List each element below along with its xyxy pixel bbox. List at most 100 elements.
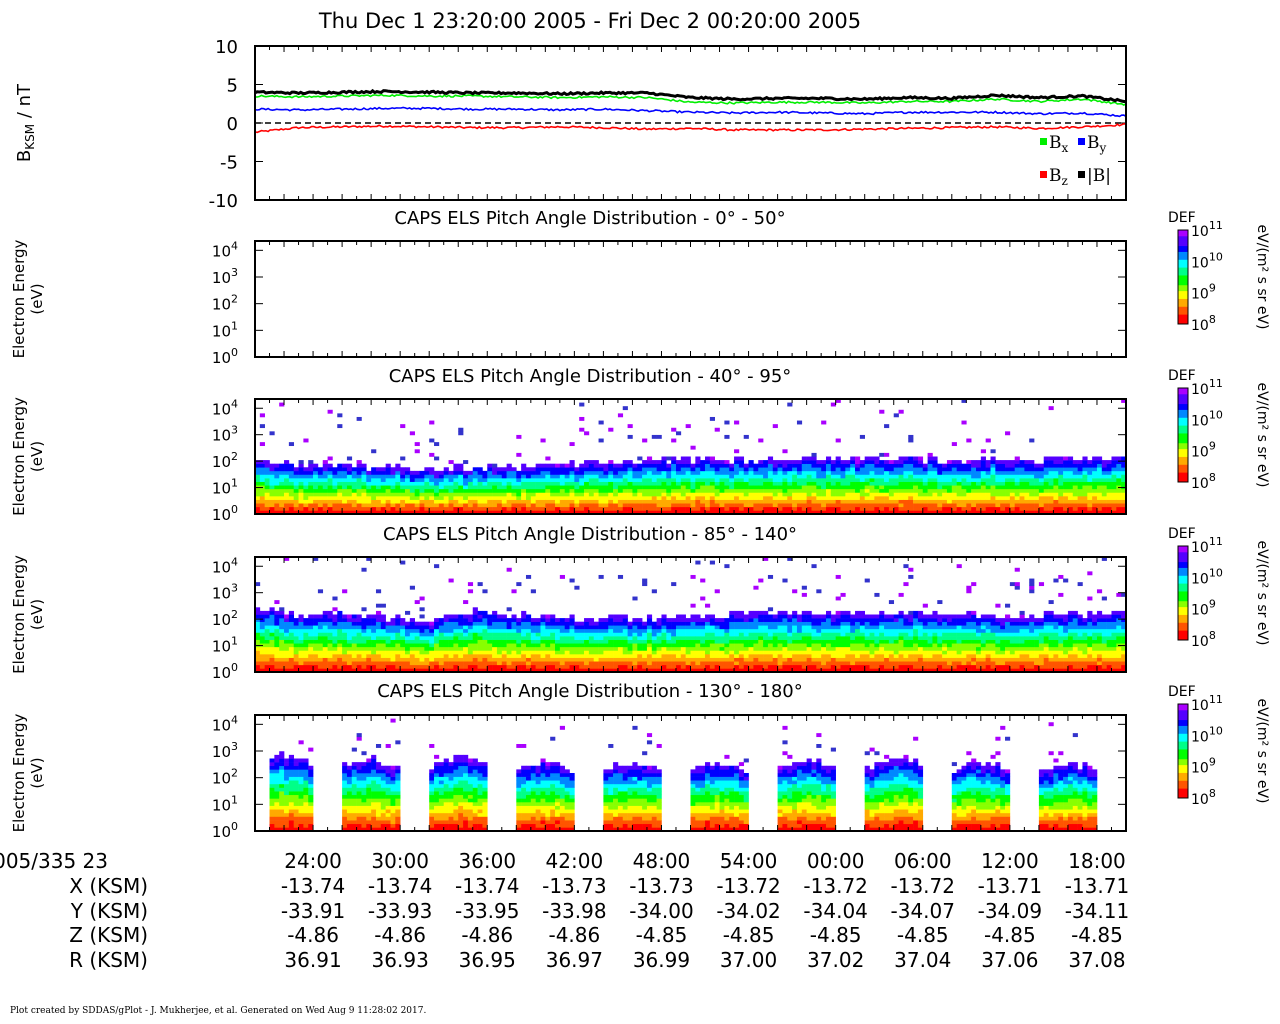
- spectrogram-cell: [1072, 506, 1078, 511]
- spectrogram-cell: [1082, 510, 1088, 515]
- spectrogram-cell: [429, 650, 435, 655]
- spectrogram-cell: [1096, 488, 1103, 493]
- spectrogram-cell: [322, 632, 328, 637]
- spectrogram-cell: [763, 654, 769, 658]
- spectrogram-cell: [327, 506, 333, 511]
- spectrogram-cell: [472, 646, 478, 651]
- spectrogram-cell: [956, 478, 962, 482]
- spectrogram-cell: [288, 628, 295, 633]
- spectrogram-cell: [821, 492, 827, 497]
- spectrogram-cell: [516, 636, 522, 640]
- spectrogram-cell: [942, 506, 948, 511]
- spectrogram-cell: [356, 467, 362, 472]
- spectrogram-cell: [584, 661, 590, 666]
- spectrogram-cell: [259, 460, 265, 464]
- spectrogram-cell: [1000, 470, 1006, 475]
- spectrogram-cell: [395, 485, 401, 490]
- spectrogram-cell: [419, 499, 425, 504]
- spectrogram-cell: [1014, 510, 1020, 515]
- spectrogram-cell: [405, 467, 411, 472]
- spectrogram-cell: [690, 625, 696, 630]
- colorbar-cell: [1178, 476, 1188, 479]
- spectrogram-cell: [477, 506, 483, 511]
- spectrogram-cell: [917, 456, 924, 461]
- spectrogram-cell: [400, 492, 406, 497]
- spectrogram-cell: [453, 485, 459, 490]
- spectrogram-cell: [448, 496, 454, 500]
- spectrogram-cell: [661, 460, 667, 464]
- spectrogram-cell: [298, 639, 304, 644]
- spectrogram-cell: [850, 481, 856, 486]
- spectrogram-cell: [651, 474, 657, 479]
- spectrogram-cell: [477, 668, 483, 673]
- spectrogram-cell: [719, 668, 725, 673]
- spectrogram-cell: [917, 488, 924, 493]
- spectrogram-cell: [550, 614, 556, 619]
- spectrogram-cell: [584, 485, 590, 490]
- spectrogram-cell: [414, 481, 420, 486]
- spectrogram-cell: [477, 610, 483, 615]
- spectrogram-cell: [337, 424, 343, 429]
- spectrogram-cell: [675, 485, 682, 490]
- spectrogram-cell: [980, 456, 986, 461]
- spectrogram-cell: [356, 628, 362, 633]
- spectrogram-cell: [608, 668, 614, 673]
- spectrogram-cell: [859, 485, 865, 490]
- spectrogram-cell: [680, 467, 686, 472]
- spectrogram-cell: [598, 496, 604, 500]
- spectrogram-cell: [288, 646, 295, 651]
- spectrogram-cell: [753, 585, 759, 590]
- spectrogram-cell: [1014, 478, 1020, 482]
- spectrogram-cell: [1058, 474, 1064, 479]
- spectrogram-cell: [259, 657, 265, 662]
- spectrogram-cell: [584, 657, 590, 662]
- panel-title: CAPS ELS Pitch Angle Distribution - 85° …: [383, 524, 797, 545]
- spectrogram-cell: [308, 650, 314, 655]
- spectrogram-cell: [1087, 503, 1093, 508]
- spectrogram-cell: [806, 488, 812, 493]
- spectrogram-cell: [927, 506, 933, 511]
- spectrogram-cell: [477, 664, 483, 669]
- spectrogram-cell: [705, 650, 711, 655]
- spectrogram-cell: [695, 560, 701, 565]
- spectrogram-cell: [274, 639, 280, 644]
- spectrogram-cell: [617, 639, 624, 644]
- spectrogram-cell: [753, 510, 759, 515]
- spectrogram-cell: [405, 506, 411, 511]
- mag-ytick-label: 5: [227, 76, 238, 97]
- spectrogram-cell: [375, 661, 382, 666]
- spectrogram-cell: [284, 636, 290, 640]
- spectrogram-cell: [477, 492, 483, 497]
- spectrogram-cell: [395, 492, 401, 497]
- spectrogram-cell: [1024, 470, 1030, 475]
- spectrogram-cell: [975, 506, 982, 511]
- spectrogram-cell: [1096, 470, 1103, 475]
- spectrogram-cell: [709, 661, 715, 666]
- spectrogram-cell: [879, 478, 885, 482]
- spectrogram-cell: [685, 628, 691, 633]
- spectrogram-cell: [792, 499, 798, 504]
- spectrogram-cell: [390, 492, 396, 497]
- spectrogram-cell: [313, 492, 319, 497]
- spectrogram-cell: [995, 488, 1001, 493]
- spectrogram-cell: [525, 492, 532, 497]
- spectrogram-cell: [1038, 467, 1045, 472]
- spectrogram-cell: [1058, 499, 1064, 504]
- spectrogram-cell: [840, 460, 846, 464]
- spectrogram-cell: [705, 603, 711, 608]
- spectrogram-cell: [530, 470, 536, 475]
- spectrogram-cell: [535, 646, 541, 651]
- spectrogram-cell: [763, 650, 769, 655]
- spectrogram-cell: [400, 618, 406, 622]
- spectrogram-cell: [501, 481, 507, 486]
- spectrogram-cell: [327, 621, 333, 626]
- spectrogram-cell: [274, 492, 280, 497]
- spectrogram-cell: [1096, 506, 1103, 511]
- spectrogram-cell: [284, 557, 290, 561]
- spectrogram-cell: [850, 503, 856, 508]
- spectrogram-cell: [719, 506, 725, 511]
- spectrogram-cell: [395, 621, 401, 626]
- spectrogram-cell: [913, 460, 919, 464]
- spectrogram-cell: [603, 618, 609, 622]
- spectrogram-cell: [758, 474, 764, 479]
